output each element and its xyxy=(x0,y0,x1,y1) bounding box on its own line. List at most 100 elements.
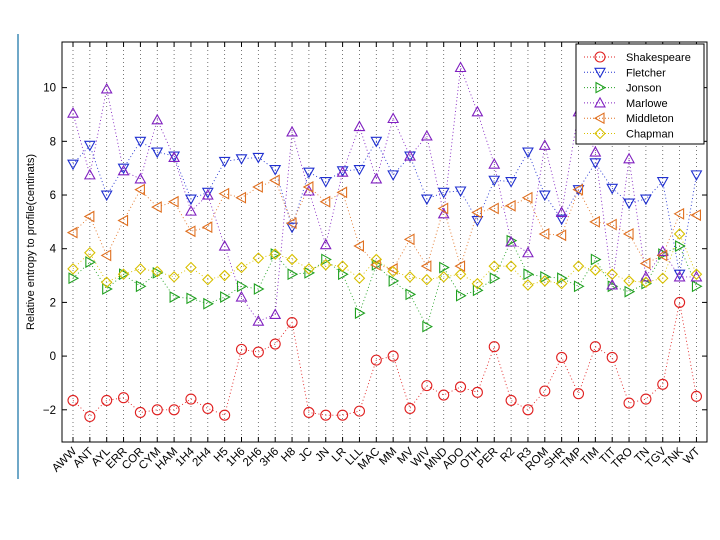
data-point-marlowe xyxy=(83,168,96,180)
series-markers xyxy=(66,61,703,423)
data-point-chapman xyxy=(67,263,79,275)
data-point-fletcher xyxy=(134,136,147,148)
data-point-jonson xyxy=(691,280,703,293)
data-point-shakespeare xyxy=(168,404,180,416)
data-point-shakespeare xyxy=(151,404,163,416)
data-point-fletcher xyxy=(319,177,332,188)
data-point-middleton xyxy=(218,187,230,200)
data-point-marlowe xyxy=(100,82,113,94)
data-point-jonson xyxy=(624,285,636,298)
data-point-middleton xyxy=(269,174,280,187)
data-point-marlowe xyxy=(589,145,602,157)
data-point-shakespeare xyxy=(252,346,264,358)
data-point-shakespeare xyxy=(657,378,669,390)
data-point-shakespeare xyxy=(556,351,568,363)
data-point-fletcher xyxy=(437,187,450,199)
data-point-marlowe xyxy=(471,105,484,117)
grid-lines xyxy=(72,42,697,442)
data-point-fletcher xyxy=(538,190,551,202)
data-point-middleton xyxy=(555,229,567,242)
data-point-fletcher xyxy=(83,140,96,152)
data-point-fletcher xyxy=(201,187,214,199)
data-point-jonson xyxy=(304,266,316,279)
data-point-marlowe xyxy=(606,278,619,290)
data-point-chapman xyxy=(336,260,349,272)
data-point-fletcher xyxy=(370,136,383,148)
data-point-shakespeare xyxy=(286,316,298,329)
x-tick-label: 2H4 xyxy=(191,445,215,469)
data-point-marlowe xyxy=(353,120,366,132)
data-point-chapman xyxy=(117,268,130,280)
data-point-middleton xyxy=(336,186,348,199)
data-point-marlowe xyxy=(286,125,298,137)
data-point-middleton xyxy=(252,181,263,193)
data-point-jonson xyxy=(338,268,349,281)
data-point-jonson xyxy=(169,291,181,303)
data-point-middleton xyxy=(302,181,314,193)
series-line-chapman xyxy=(72,232,697,286)
data-point-jonson xyxy=(220,291,231,303)
data-point-fletcher xyxy=(67,159,79,171)
data-point-jonson xyxy=(68,272,80,285)
data-point-middleton xyxy=(639,257,651,270)
data-point-marlowe xyxy=(134,172,147,184)
data-point-middleton xyxy=(437,202,449,215)
data-point-fletcher xyxy=(606,183,619,195)
data-point-middleton xyxy=(100,249,112,262)
data-point-chapman xyxy=(151,265,164,278)
data-point-fletcher xyxy=(471,215,484,227)
data-point-shakespeare xyxy=(185,393,197,405)
data-point-middleton xyxy=(589,215,600,228)
data-point-middleton xyxy=(454,260,466,273)
data-point-fletcher xyxy=(572,185,585,196)
legend: Shakespeare Fletcher Jonson Marlowe Middleto… xyxy=(575,43,705,145)
y-tick-label: 2 xyxy=(50,297,56,309)
x-tick-label: R2 xyxy=(498,446,517,465)
data-point-shakespeare xyxy=(488,341,500,353)
series-line-middleton xyxy=(72,179,697,270)
data-point-shakespeare xyxy=(471,386,483,398)
data-point-fletcher xyxy=(420,194,433,206)
data-point-marlowe xyxy=(673,270,686,282)
slide-edge-line xyxy=(17,34,19,479)
data-point-middleton xyxy=(572,183,584,196)
data-point-chapman xyxy=(286,253,298,266)
data-point-fletcher xyxy=(218,156,231,168)
data-point-jonson xyxy=(590,253,602,266)
data-point-shakespeare xyxy=(522,404,534,416)
legend-label-shakespeare: Shakespeare xyxy=(626,52,691,64)
series-line-fletcher xyxy=(72,140,697,275)
data-point-shakespeare xyxy=(337,409,349,421)
data-point-shakespeare xyxy=(589,341,601,353)
data-point-fletcher xyxy=(639,194,652,206)
x-tick-label: H8 xyxy=(279,446,298,465)
data-point-middleton xyxy=(184,225,196,238)
series-line-jonson xyxy=(72,239,697,328)
data-point-shakespeare xyxy=(454,381,467,393)
data-point-middleton xyxy=(420,260,432,273)
data-point-marlowe xyxy=(538,139,551,150)
data-point-fletcher xyxy=(117,163,130,175)
data-point-shakespeare xyxy=(505,394,517,406)
data-point-shakespeare xyxy=(674,296,686,308)
data-point-marlowe xyxy=(185,204,197,216)
data-point-jonson xyxy=(186,292,198,305)
data-point-middleton xyxy=(66,226,78,239)
data-point-chapman xyxy=(235,261,248,274)
data-point-fletcher xyxy=(151,147,164,159)
legend-label-fletcher: Fletcher xyxy=(626,67,666,79)
data-point-shakespeare xyxy=(202,402,214,414)
data-point-middleton xyxy=(606,218,617,231)
data-point-shakespeare xyxy=(353,405,366,417)
data-point-shakespeare xyxy=(219,409,231,421)
data-point-jonson xyxy=(573,280,585,293)
legend-marker-middleton xyxy=(593,112,605,125)
data-point-marlowe xyxy=(454,61,467,73)
legend-marker-shakespeare xyxy=(594,51,606,63)
data-point-middleton xyxy=(370,258,381,271)
data-point-jonson xyxy=(253,283,265,295)
data-point-marlowe xyxy=(420,129,433,141)
data-point-chapman xyxy=(370,253,383,266)
data-point-chapman xyxy=(539,275,551,287)
data-point-marlowe xyxy=(387,112,400,124)
